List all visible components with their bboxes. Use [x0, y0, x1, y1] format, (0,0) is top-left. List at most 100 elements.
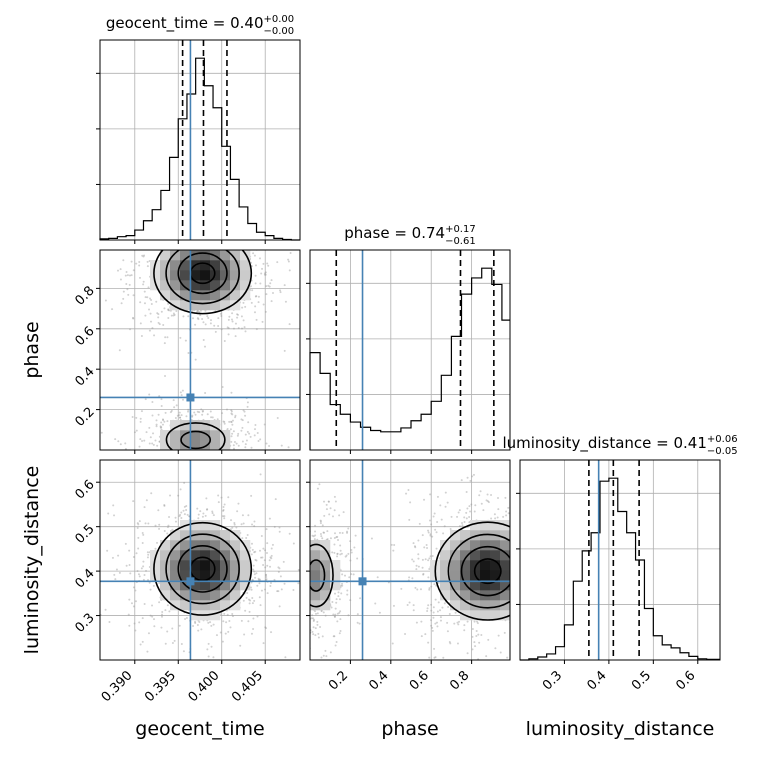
density-cell	[170, 290, 181, 301]
density-cell	[210, 280, 221, 291]
scatter-point	[447, 605, 450, 608]
scatter-point	[222, 420, 225, 423]
density-cell	[180, 570, 191, 581]
density-cell	[160, 560, 171, 571]
scatter-point	[182, 509, 185, 512]
scatter-point	[206, 508, 209, 511]
scatter-point	[201, 410, 204, 413]
title-minus: −0.61	[445, 236, 476, 247]
scatter-point	[252, 568, 255, 571]
scatter-point	[247, 514, 250, 517]
scatter-point	[336, 552, 339, 555]
density-cell	[230, 550, 241, 561]
scatter-point	[170, 314, 173, 317]
scatter-point	[247, 598, 250, 601]
scatter-point	[338, 514, 341, 517]
scatter-point	[241, 440, 244, 443]
scatter-point	[282, 560, 285, 563]
scatter-point	[341, 573, 344, 576]
scatter-point	[336, 612, 339, 615]
scatter-point	[263, 588, 266, 591]
scatter-point	[141, 254, 144, 257]
scatter-point	[144, 314, 147, 317]
scatter-point	[414, 546, 417, 549]
scatter-point	[119, 278, 122, 281]
scatter-point	[370, 537, 373, 540]
scatter-point	[266, 564, 269, 567]
scatter-point	[326, 530, 329, 533]
density-cell	[450, 550, 461, 561]
scatter-point	[342, 511, 345, 514]
scatter-point	[166, 630, 169, 633]
density-cell	[440, 570, 451, 581]
scatter-point	[232, 447, 235, 450]
scatter-point	[409, 501, 412, 504]
contour-line	[460, 545, 510, 597]
scatter-point	[151, 414, 154, 417]
scatter-point	[132, 605, 135, 608]
scatter-point	[217, 501, 220, 504]
scatter-point	[199, 314, 202, 317]
density-cell	[200, 600, 211, 611]
density-cell	[460, 600, 471, 611]
scatter-point	[160, 398, 163, 401]
scatter-point	[242, 522, 245, 525]
scatter-point	[479, 490, 482, 493]
scatter-point	[253, 570, 256, 573]
scatter-point	[268, 285, 271, 288]
scatter-point	[219, 631, 222, 634]
scatter-point	[244, 446, 247, 449]
scatter-point	[146, 650, 149, 653]
density-cell	[330, 580, 341, 591]
scatter-point	[180, 414, 183, 417]
scatter-point	[252, 564, 255, 567]
density-cell	[480, 570, 491, 581]
scatter-point	[487, 501, 490, 504]
scatter-point	[485, 655, 488, 658]
scatter-point	[417, 553, 420, 556]
scatter-point	[132, 317, 135, 320]
scatter-point	[328, 513, 331, 516]
scatter-point	[124, 542, 127, 545]
scatter-point	[412, 604, 415, 607]
scatter-point	[162, 419, 165, 422]
density-cell	[220, 290, 231, 301]
scatter-point	[158, 395, 161, 398]
scatter-point	[268, 445, 271, 448]
scatter-point	[163, 504, 166, 507]
scatter-point	[248, 602, 251, 605]
scatter-point	[312, 620, 315, 623]
scatter-point	[320, 535, 323, 538]
scatter-point	[277, 570, 280, 573]
scatter-point	[201, 409, 204, 412]
scatter-point	[236, 316, 239, 319]
scatter-point	[425, 544, 428, 547]
scatter-point	[229, 626, 232, 629]
scatter-point	[338, 598, 341, 601]
scatter-point	[128, 598, 131, 601]
scatter-point	[476, 622, 479, 625]
scatter-point	[244, 443, 247, 446]
scatter-point	[187, 408, 190, 411]
scatter-point	[246, 401, 249, 404]
scatter-point	[487, 638, 490, 641]
scatter-point	[413, 545, 416, 548]
scatter-point	[429, 555, 432, 558]
scatter-point	[254, 264, 257, 267]
density-cell	[160, 290, 171, 301]
scatter-point	[137, 547, 140, 550]
scatter-point	[255, 295, 258, 298]
scatter-point	[415, 564, 418, 567]
scatter-point	[265, 285, 268, 288]
scatter-point	[196, 309, 199, 312]
scatter-point	[184, 339, 187, 342]
density-cell	[190, 570, 201, 581]
scatter-point	[270, 547, 273, 550]
density-cell	[480, 580, 491, 591]
scatter-point	[231, 423, 234, 426]
density-cell	[310, 550, 321, 561]
scatter-point	[258, 257, 261, 260]
scatter-point	[255, 572, 258, 575]
scatter-point	[458, 620, 461, 623]
